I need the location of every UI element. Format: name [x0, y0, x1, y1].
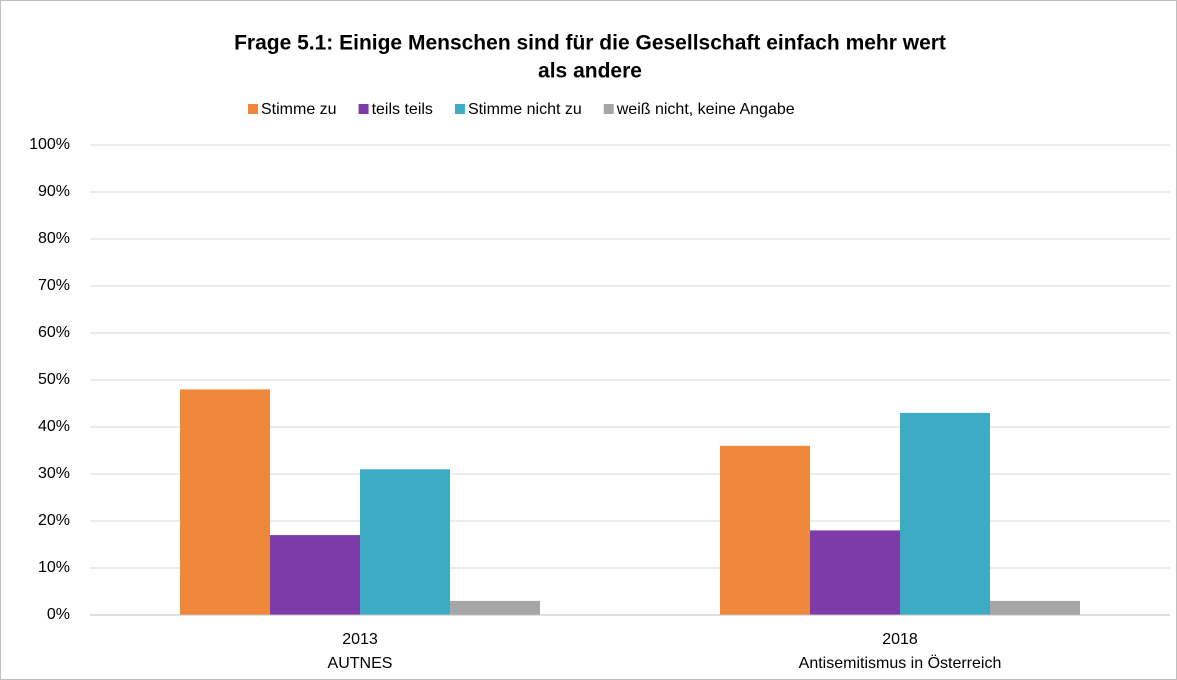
bar [450, 600, 540, 615]
y-tick-label: 90% [38, 183, 70, 200]
y-tick-label: 80% [38, 230, 70, 247]
y-tick-label: 0% [47, 606, 70, 623]
bar [360, 469, 450, 615]
bar [810, 530, 900, 615]
chart-title: als andere [538, 60, 642, 83]
bar [270, 535, 360, 615]
x-tick-label: AUTNES [328, 655, 393, 672]
y-tick-label: 50% [38, 371, 70, 388]
legend-swatch [358, 104, 369, 114]
legend-label: teils teils [372, 101, 433, 118]
y-tick-label: 20% [38, 512, 70, 529]
bar [180, 389, 270, 615]
y-tick-label: 30% [38, 465, 70, 482]
bar [990, 600, 1080, 615]
bar [720, 445, 810, 615]
y-tick-label: 100% [29, 136, 70, 153]
y-tick-label: 60% [38, 324, 70, 341]
legend-swatch [454, 104, 465, 114]
legend-label: Stimme zu [261, 101, 337, 118]
y-tick-label: 40% [38, 418, 70, 435]
x-tick-label: Antisemitismus in Österreich [799, 654, 1002, 672]
legend-swatch [603, 104, 614, 114]
x-tick-label: 2013 [342, 631, 378, 648]
legend-label: weiß nicht, keine Angabe [616, 101, 795, 118]
bar [900, 412, 990, 615]
legend-label: Stimme nicht zu [468, 101, 582, 118]
chart-title: Frage 5.1: Einige Menschen sind für die … [234, 32, 946, 55]
y-tick-label: 70% [38, 277, 70, 294]
x-tick-label: 2018 [882, 631, 918, 648]
legend-swatch [248, 104, 258, 114]
y-tick-label: 10% [38, 559, 70, 576]
